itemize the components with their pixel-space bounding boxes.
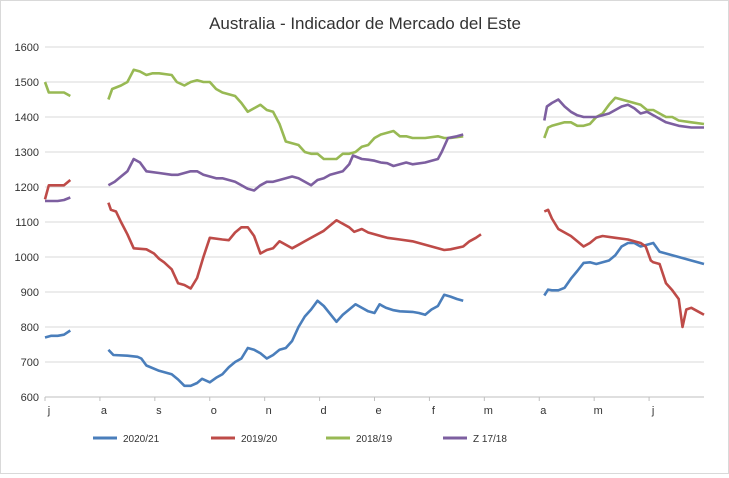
series-line — [43, 81, 71, 98]
gridlines — [45, 46, 704, 398]
legend-label: Z 17/18 — [473, 434, 507, 445]
x-tick-label: f — [432, 405, 436, 417]
y-tick-label: 1600 — [15, 42, 39, 54]
series-line — [44, 329, 72, 339]
y-axis-ticks: 600 700 800 900 1000 1100 1200 1300 1400 1500 1600 — [15, 42, 39, 404]
series-line — [45, 196, 71, 203]
y-tick-label: 1200 — [15, 182, 39, 194]
x-tick-label: j — [47, 405, 50, 417]
x-tick-label: d — [321, 405, 327, 417]
x-tick-label: a — [101, 405, 108, 417]
series-z-17-18 — [45, 98, 704, 203]
x-tick-label: o — [211, 405, 217, 417]
x-tick-label: n — [266, 405, 272, 417]
legend-label: 2019/20 — [241, 434, 278, 445]
legend-label: 2018/19 — [356, 434, 393, 445]
chart-title: Australia - Indicador de Mercado del Est… — [209, 14, 521, 33]
series-2018-19 — [43, 68, 705, 161]
y-tick-label: 1100 — [15, 217, 39, 229]
x-tick-label: m — [594, 405, 603, 417]
series-line — [43, 179, 72, 200]
y-tick-label: 1000 — [15, 252, 39, 264]
y-tick-label: 1500 — [15, 77, 39, 89]
series-line — [543, 241, 705, 297]
y-tick-label: 600 — [21, 392, 39, 404]
y-tick-label: 1400 — [15, 112, 39, 124]
x-tick-label: e — [375, 405, 381, 417]
series-line — [107, 293, 464, 388]
y-tick-label: 800 — [21, 322, 39, 334]
x-tick-label: a — [540, 405, 547, 417]
series-line — [107, 202, 482, 290]
x-tick-label: s — [156, 405, 162, 417]
y-tick-label: 900 — [21, 287, 39, 299]
legend: 2020/21 2019/20 2018/19 Z 17/18 — [93, 434, 507, 445]
series-line — [543, 98, 704, 129]
series-line — [107, 133, 464, 192]
y-tick-label: 1300 — [15, 147, 39, 159]
x-tick-label: m — [484, 405, 493, 417]
series-2019-20 — [43, 179, 705, 329]
legend-label: 2020/21 — [123, 434, 160, 445]
x-tick-label: j — [651, 405, 654, 417]
series-lines — [43, 68, 705, 388]
series-line — [107, 68, 464, 161]
series-2020-21 — [44, 241, 705, 388]
y-tick-label: 700 — [21, 357, 39, 369]
series-line — [543, 96, 705, 139]
series-line — [543, 208, 705, 329]
